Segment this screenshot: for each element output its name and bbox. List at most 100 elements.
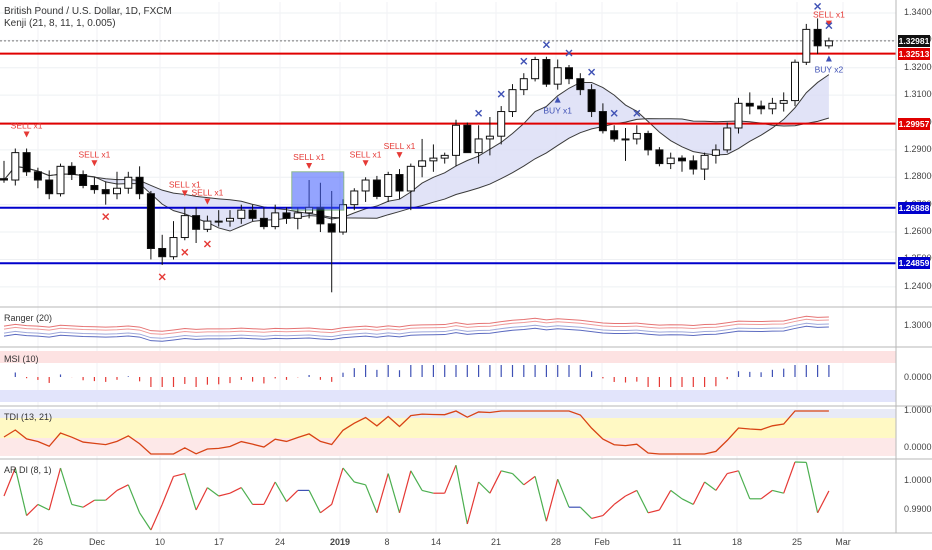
ardi-segment — [410, 470, 423, 491]
x-tick-label: 18 — [731, 537, 743, 547]
ranger-axis-label: 1.3000 — [904, 320, 932, 330]
cross-marker-icon — [588, 68, 596, 76]
ardi-segment — [613, 495, 626, 505]
candle — [632, 125, 641, 145]
candle — [169, 221, 178, 260]
cross-marker-icon — [158, 273, 166, 281]
ardi-segment — [161, 476, 175, 505]
ardi-segment — [772, 489, 784, 494]
sell-arrow-icon — [825, 20, 832, 27]
ardi-segment — [760, 489, 773, 500]
candle — [429, 144, 438, 172]
cross-marker-icon — [825, 22, 833, 30]
ardi-segment — [116, 484, 129, 491]
ardi-segment — [692, 481, 706, 505]
ardi-segment — [48, 467, 62, 511]
candle-body — [22, 152, 31, 173]
candle — [124, 171, 133, 194]
candle — [565, 64, 573, 85]
ranger-band-line — [3, 318, 829, 335]
ardi-segment — [342, 467, 355, 483]
candle — [146, 190, 155, 260]
ardi-segment — [591, 515, 604, 519]
candle — [180, 207, 189, 241]
ardi-segment — [184, 473, 197, 511]
candle — [395, 169, 404, 200]
last-price-tag: 1.32981 — [898, 34, 930, 47]
sell-arrow-icon — [181, 190, 188, 197]
candle-body — [158, 247, 167, 258]
candle-body — [214, 220, 223, 223]
ardi-segment — [14, 467, 28, 516]
ardi-segment — [127, 484, 141, 514]
horizontal-levels — [0, 40, 896, 265]
chart-legend: British Pound / U.S. Dollar, 1D, FXCM Ke… — [4, 6, 172, 30]
buy-arrow-icon — [825, 55, 832, 62]
candle-body — [802, 28, 811, 63]
candle — [485, 117, 494, 156]
buy-arrow-icon — [554, 96, 561, 103]
y-tick-label: 1.31000 — [904, 89, 932, 100]
ardi-segment — [308, 490, 321, 514]
ardi-segment — [523, 475, 536, 486]
ardi-segment — [207, 487, 220, 497]
candle-body — [757, 105, 766, 110]
ardi-segment — [354, 481, 366, 486]
candle-body — [474, 138, 483, 154]
candle-body — [542, 59, 551, 85]
candle-body — [192, 215, 201, 230]
candle-body — [508, 89, 517, 113]
candle-body — [463, 124, 472, 154]
candle — [553, 59, 562, 90]
candle — [113, 171, 121, 200]
candle-body — [689, 160, 698, 170]
candle-body — [565, 67, 573, 80]
ranger-pane-label: Ranger (20) — [4, 313, 53, 323]
candle-body — [293, 212, 302, 219]
candle — [259, 207, 268, 230]
y-tick-label: 1.29000 — [904, 143, 932, 154]
candle — [644, 130, 653, 156]
ardi-segment — [139, 512, 152, 531]
candle — [711, 144, 720, 164]
candle-body — [327, 223, 336, 233]
candle-body — [429, 157, 438, 162]
ardi-segment — [173, 473, 185, 477]
candle — [440, 152, 449, 164]
x-tick-label: 25 — [791, 537, 803, 547]
ardi-segment — [82, 499, 95, 508]
ardi-segment — [376, 473, 389, 513]
candle-body — [700, 154, 709, 170]
sell-signal-label: SELL x1 — [78, 149, 110, 159]
x-tick-label: Feb — [594, 537, 610, 547]
candle-body — [813, 28, 822, 47]
sell-arrow-icon — [396, 152, 403, 159]
ardi-axis-label-bottom: 0.9900 — [904, 504, 932, 514]
candle — [56, 163, 65, 197]
x-tick-label: 26 — [32, 537, 44, 547]
ardi-segment — [783, 461, 796, 494]
candle-body — [497, 111, 506, 137]
candle — [700, 152, 709, 181]
resistance-level-tag: 1.32513 — [898, 47, 930, 60]
sell-signal-label: SELL x1 — [11, 121, 43, 131]
candle-body — [723, 127, 732, 151]
cross-marker-icon — [542, 41, 550, 49]
candle-body — [610, 130, 619, 140]
ardi-segment — [579, 506, 593, 519]
candle-body — [56, 165, 65, 195]
candle — [734, 97, 743, 134]
candle — [226, 210, 234, 227]
x-tick-label: 28 — [550, 537, 562, 547]
candle-body — [33, 171, 42, 181]
ardi-segment — [658, 490, 672, 511]
tdi-line — [3, 410, 829, 455]
candle — [271, 204, 280, 230]
ardi-segment — [602, 503, 615, 517]
candle-body — [711, 149, 720, 156]
candle-body — [644, 132, 653, 151]
candle-body — [372, 179, 381, 197]
candle — [598, 103, 607, 134]
candle-body — [384, 174, 393, 197]
